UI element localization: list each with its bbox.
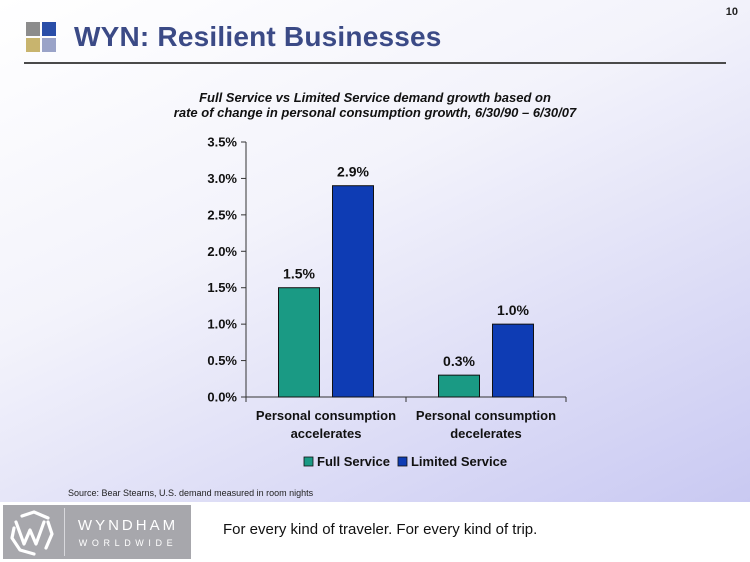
x-category-label: accelerates [291,426,362,441]
four-squares-icon [26,22,56,52]
bar-data-label: 1.5% [283,266,315,282]
logo-square-bottom-left [26,38,40,52]
x-category-label: Personal consumption [416,408,556,423]
chart-subtitle: Full Service vs Limited Service demand g… [0,90,750,120]
y-tick-label: 0.0% [207,390,237,405]
bar-limited-service [492,323,534,398]
brand-logo: WYNDHAM WORLDWIDE [3,505,191,559]
bar-full-service [438,374,480,398]
x-category-label: decelerates [450,426,522,441]
y-tick-label: 3.5% [207,135,237,150]
wyndham-w-icon [10,510,54,556]
bar-limited-service [332,185,374,398]
brand-separator [64,508,65,556]
chart-subtitle-line-2: rate of change in personal consumption g… [173,105,577,120]
legend-label: Limited Service [411,454,507,469]
bar-data-label: 2.9% [337,164,369,180]
bar-data-label: 1.0% [497,302,529,318]
bar-data-label: 0.3% [443,353,475,369]
x-category-label: Personal consumption [256,408,396,423]
source-note: Source: Bear Stearns, U.S. demand measur… [68,488,314,498]
logo-square-top-left [26,22,40,36]
y-tick-label: 1.5% [207,280,237,295]
brand-subtitle: WORLDWIDE [78,538,178,548]
y-tick-label: 0.5% [207,353,237,368]
page-title: WYN: Resilient Businesses [74,21,442,52]
logo-square-top-right [42,22,56,36]
legend-swatch [397,456,408,467]
y-tick-label: 2.5% [207,207,237,222]
page-number: 10 [725,6,738,18]
bar-chart: 0.0% 0.5% 1.0% 1.5% 2.0% 2.5% 3.0% 3.5% 1.5% 2.9%… [207,135,567,469]
y-tick-label: 3.0% [207,171,237,186]
legend-label: Full Service [317,454,390,469]
footer-tagline: For every kind of traveler. For every ki… [223,521,538,538]
y-tick-label: 2.0% [207,244,237,259]
legend-swatch [303,456,314,467]
brand-name: WYNDHAM [77,517,179,534]
logo-square-bottom-right [42,38,56,52]
y-tick-label: 1.0% [207,317,237,332]
bar-full-service [278,287,320,398]
chart-subtitle-line-1: Full Service vs Limited Service demand g… [199,90,551,105]
title-divider [24,62,726,64]
slide-background [0,0,750,502]
